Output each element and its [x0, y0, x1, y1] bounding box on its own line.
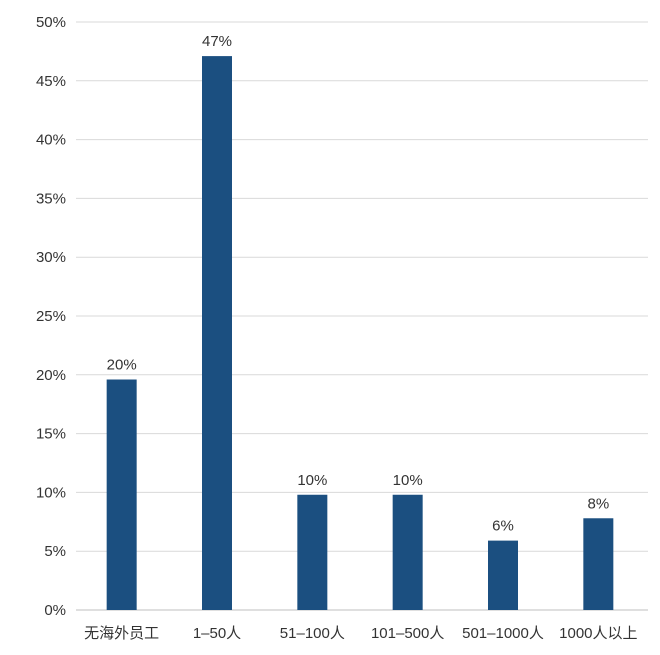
y-tick-label: 20% — [36, 367, 66, 384]
y-tick-label: 50% — [36, 14, 66, 31]
bar — [202, 56, 232, 610]
data-label: 10% — [393, 472, 423, 489]
bar — [583, 518, 614, 610]
x-category-label: 1–50人 — [193, 625, 241, 642]
y-tick-label: 45% — [36, 73, 66, 90]
bars — [106, 56, 614, 610]
x-category-label: 101–500人 — [371, 625, 444, 642]
bar — [297, 494, 328, 610]
y-axis-tick-labels: 0% 5% 10% 15% 20% 25% 30% 35% 40% 45% 50% — [36, 14, 66, 619]
x-category-label: 无海外员工 — [84, 625, 159, 642]
bar — [106, 379, 137, 610]
data-label: 10% — [297, 472, 327, 489]
y-tick-label: 30% — [36, 249, 66, 266]
data-label: 20% — [107, 357, 137, 374]
y-tick-label: 5% — [44, 543, 66, 560]
data-label: 6% — [492, 518, 514, 535]
bar — [488, 540, 518, 610]
y-tick-label: 40% — [36, 132, 66, 149]
y-tick-label: 10% — [36, 484, 66, 501]
bar — [392, 494, 423, 610]
y-tick-label: 25% — [36, 308, 66, 325]
x-axis-category-labels: 无海外员工 1–50人 51–100人 101–500人 501–1000人 1000人以… — [84, 625, 637, 642]
x-category-label: 501–1000人 — [462, 625, 544, 642]
data-labels: 20% 47% 10% 10% 6% 8% — [107, 33, 610, 535]
x-category-label: 51–100人 — [280, 625, 345, 642]
y-tick-label: 0% — [44, 602, 66, 619]
y-tick-label: 35% — [36, 190, 66, 207]
data-label: 8% — [587, 495, 609, 512]
x-category-label: 1000人以上 — [559, 625, 637, 642]
gridlines — [76, 21, 648, 611]
y-tick-label: 15% — [36, 426, 66, 443]
data-label: 47% — [202, 33, 232, 50]
